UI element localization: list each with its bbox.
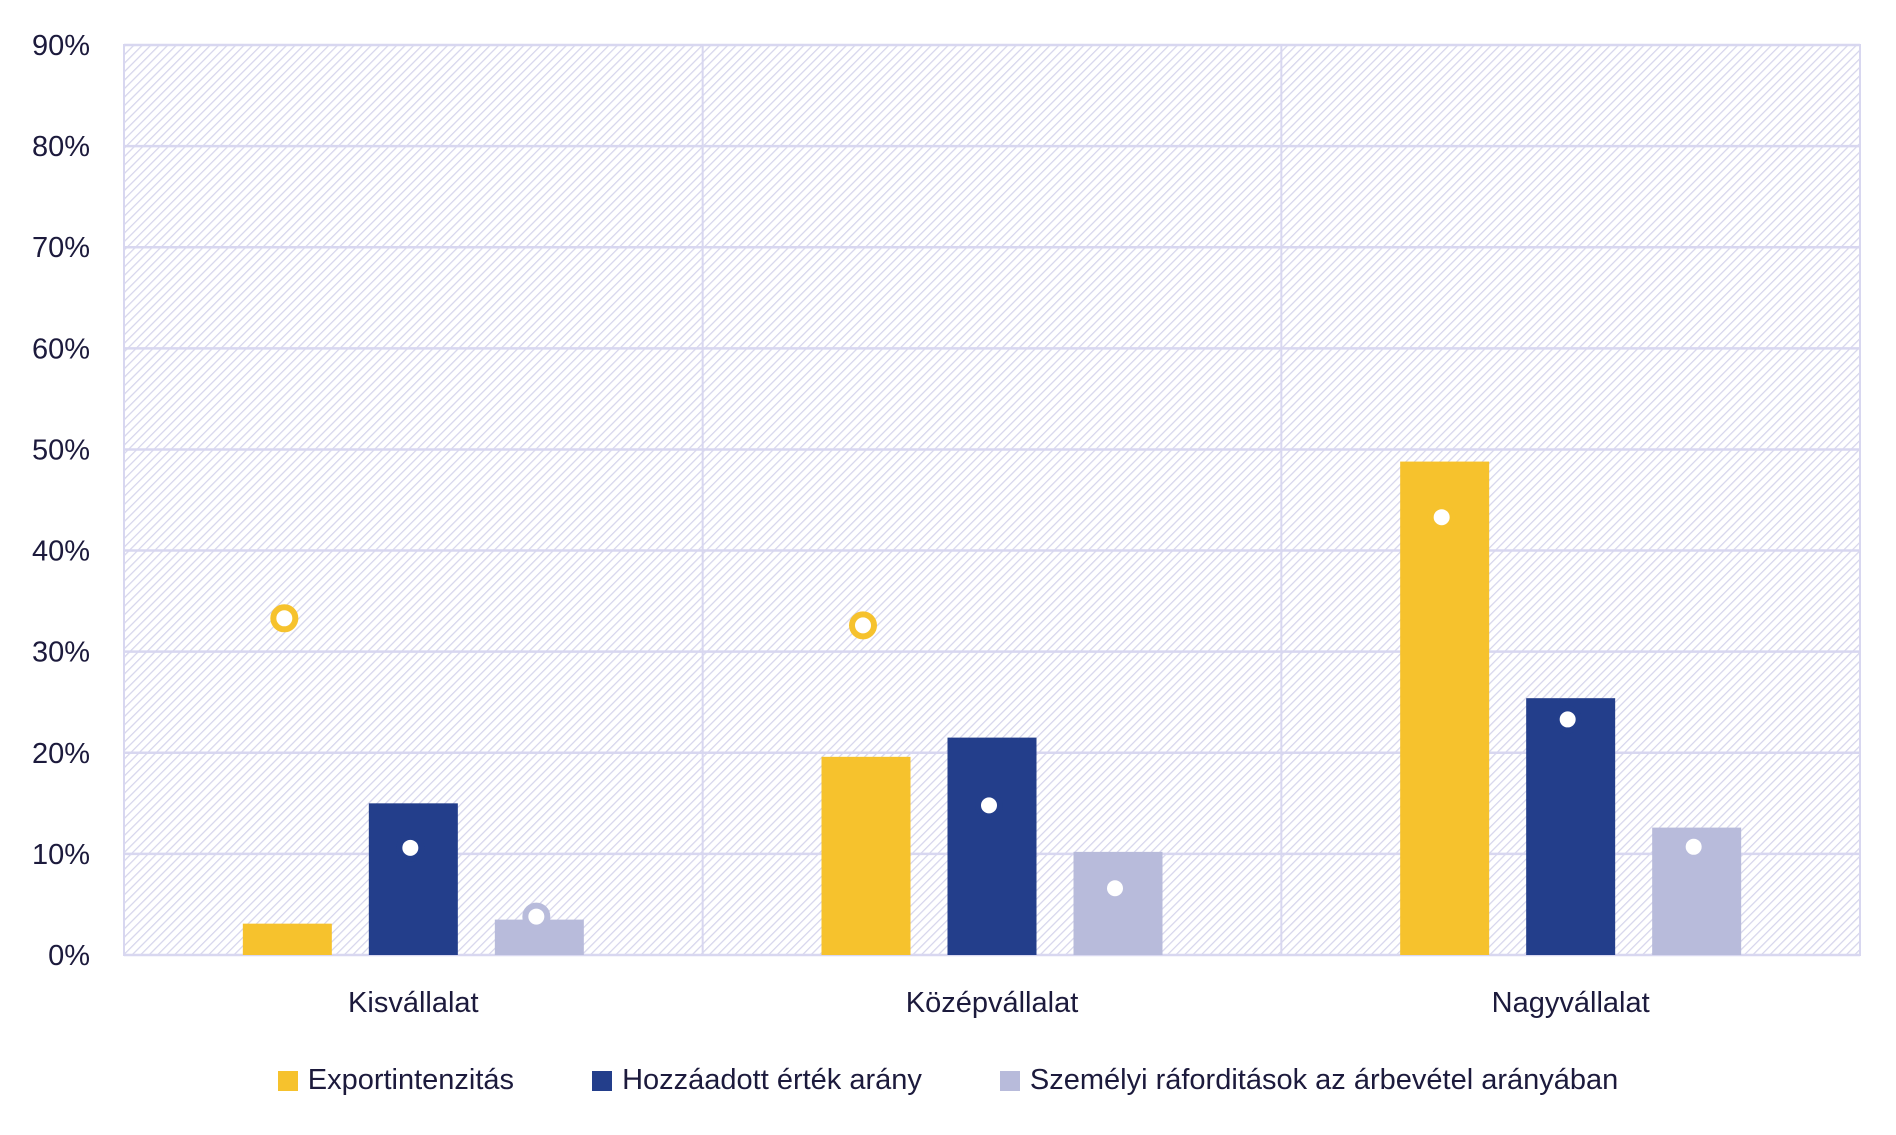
y-tick-label: 90% bbox=[32, 30, 90, 62]
legend: Exportintenzitás Hozzáadott érték arány Sz… bbox=[0, 1064, 1896, 1097]
bar-2-1 bbox=[1073, 851, 1163, 955]
y-tick-label: 60% bbox=[32, 333, 90, 365]
legend-swatch bbox=[277, 1070, 298, 1091]
marker-2-1 bbox=[1101, 874, 1129, 903]
y-tick-label: 10% bbox=[32, 839, 90, 871]
y-tick-label: 30% bbox=[32, 637, 90, 669]
y-tick-label: 70% bbox=[32, 232, 90, 264]
marker-0-1 bbox=[849, 611, 877, 640]
marker-1-2 bbox=[1553, 705, 1582, 734]
marker-1-1 bbox=[975, 791, 1003, 820]
x-category-label: Kisvállalat bbox=[348, 987, 479, 1019]
marker-1-0 bbox=[396, 833, 425, 862]
marker-0-2 bbox=[1427, 503, 1456, 532]
legend-swatch bbox=[592, 1070, 613, 1091]
x-category-label: Nagyvállalat bbox=[1492, 987, 1650, 1019]
marker-2-0 bbox=[522, 902, 551, 931]
bar-0-1 bbox=[821, 756, 911, 955]
y-tick-label: 20% bbox=[32, 738, 90, 770]
legend-swatch bbox=[999, 1070, 1020, 1091]
legend-item: Személyi ráforditások az árbevétel arány… bbox=[999, 1064, 1619, 1097]
legend-label: Hozzáadott érték arány bbox=[622, 1064, 922, 1096]
y-tick-label: 80% bbox=[32, 131, 90, 163]
y-tick-label: 40% bbox=[32, 536, 90, 568]
legend-item: Exportintenzitás bbox=[277, 1064, 515, 1097]
y-tick-label: 50% bbox=[32, 434, 90, 466]
bar-1-0 bbox=[368, 803, 458, 955]
bar-1-2 bbox=[1526, 698, 1616, 955]
legend-item: Hozzáadott érték arány bbox=[592, 1064, 922, 1097]
bar-0-2 bbox=[1400, 461, 1490, 955]
x-category-label: Középvállalat bbox=[906, 987, 1079, 1019]
marker-0-0 bbox=[270, 604, 299, 633]
legend-label: Exportintenzitás bbox=[307, 1064, 515, 1096]
bar-1-1 bbox=[947, 737, 1037, 955]
y-tick-label: 0% bbox=[48, 940, 90, 972]
legend-label: Személyi ráforditások az árbevétel arány… bbox=[1029, 1064, 1619, 1096]
marker-2-2 bbox=[1679, 832, 1708, 861]
bar-0-0 bbox=[242, 923, 332, 955]
